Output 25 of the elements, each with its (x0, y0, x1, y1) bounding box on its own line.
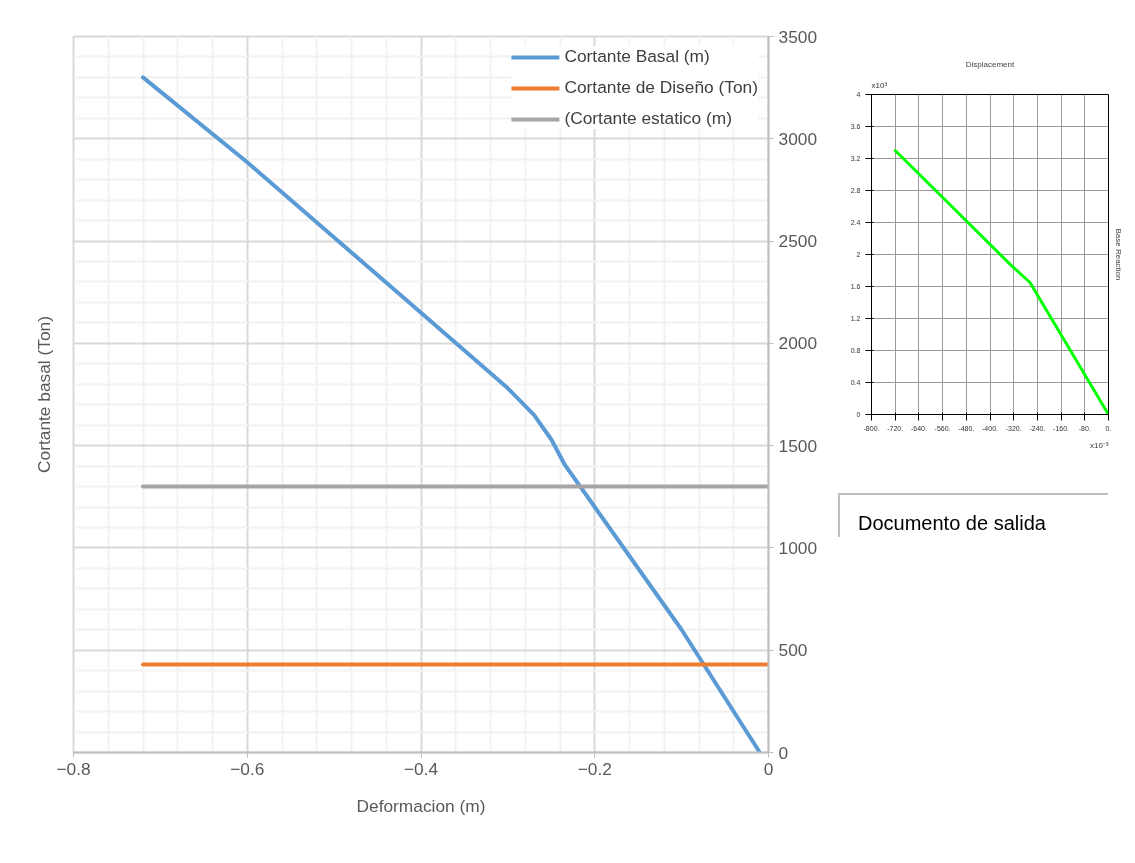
y-tick-label: 500 (778, 640, 808, 661)
legend-label: (Cortante estatico (m) (564, 108, 732, 129)
x-tick-label: −0.4 (403, 758, 439, 779)
legend-label: Cortante de Diseño (Ton) (564, 77, 758, 98)
x-tick-label: −0.8 (56, 758, 91, 779)
x-axis-title: Deformacion (m) (356, 795, 486, 816)
y-tick-label: 2500 (778, 231, 818, 252)
y-axis-title: Cortante basal (Ton) (33, 316, 54, 473)
x-tick-label: −0.6 (230, 758, 265, 779)
text: Documento de salida (858, 511, 1046, 536)
y-tick-label: 0 (778, 742, 789, 763)
line-series (893, 149, 1109, 415)
chart-title: Displacement (965, 59, 1016, 69)
y-axis-title: Base Reaction (1113, 228, 1123, 281)
legend-label: Cortante Basal (m) (564, 46, 710, 67)
text: x10³ (871, 80, 888, 90)
y-tick-label: 1500 (778, 435, 818, 456)
y-tick-label: 3500 (778, 26, 818, 47)
line-series (141, 75, 762, 753)
y-tick-label: 2000 (778, 333, 818, 354)
y-tick-label: 3000 (778, 128, 818, 149)
y-tick-label: 1000 (778, 537, 818, 558)
x-tick-label: −0.2 (577, 758, 612, 779)
text: x10⁻³ (1089, 440, 1109, 450)
x-tick-label: 0 (763, 758, 774, 779)
